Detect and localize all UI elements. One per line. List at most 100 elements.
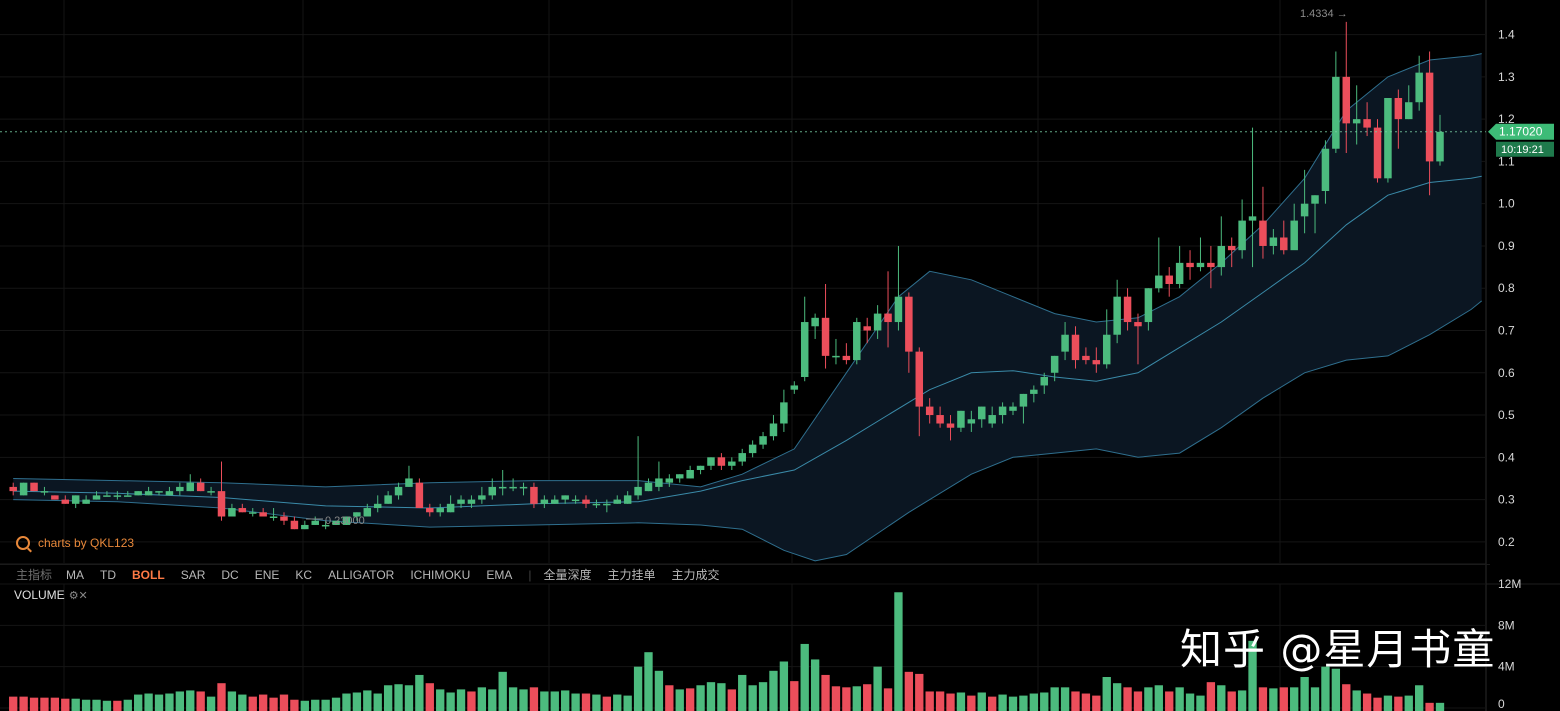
volume-bar bbox=[1040, 692, 1049, 711]
volume-bar bbox=[1279, 687, 1288, 711]
volume-tick-label: 0 bbox=[1498, 697, 1505, 711]
candle-body bbox=[1363, 119, 1371, 128]
volume-bar bbox=[988, 696, 997, 711]
candle-body bbox=[936, 415, 944, 424]
indicator-ema[interactable]: EMA bbox=[486, 567, 513, 582]
volume-bar bbox=[71, 698, 80, 711]
candle-body bbox=[988, 415, 996, 424]
volume-bar bbox=[1331, 668, 1341, 711]
volume-bar bbox=[1404, 695, 1413, 711]
candle-body bbox=[1123, 296, 1132, 323]
candle-body bbox=[946, 423, 955, 428]
volume-bar bbox=[540, 691, 549, 711]
volume-bar bbox=[1258, 687, 1268, 711]
volume-bar bbox=[769, 670, 778, 711]
candle-body bbox=[800, 322, 809, 377]
indicator-ichimoku[interactable]: ICHIMOKU bbox=[410, 567, 471, 582]
volume-bar bbox=[352, 692, 362, 711]
candle-body bbox=[1405, 102, 1413, 120]
candle-body bbox=[1425, 72, 1434, 162]
volume-bar bbox=[456, 689, 466, 711]
price-tick-label: 0.4 bbox=[1498, 450, 1515, 464]
volume-bar bbox=[1165, 691, 1174, 711]
volume-bar bbox=[1290, 687, 1299, 711]
candle-body bbox=[165, 491, 174, 496]
volume-bar bbox=[363, 690, 372, 711]
candle-body bbox=[1071, 334, 1080, 361]
candle-body bbox=[665, 478, 674, 483]
candle-body bbox=[478, 495, 486, 500]
volume-bar bbox=[842, 687, 851, 711]
volume-bar bbox=[154, 694, 164, 711]
candle-body bbox=[821, 317, 830, 356]
price-tick-label: 0.3 bbox=[1498, 493, 1515, 507]
indicator-alligator[interactable]: ALLIGATOR bbox=[328, 567, 395, 582]
volume-bar bbox=[623, 695, 632, 711]
volume-bar bbox=[102, 700, 112, 711]
candle-body bbox=[894, 296, 903, 323]
candle-body bbox=[321, 524, 330, 527]
volume-bar bbox=[1029, 693, 1038, 711]
candle-body bbox=[113, 495, 122, 497]
volume-bar bbox=[123, 699, 132, 711]
price-tick-label: 0.8 bbox=[1498, 281, 1515, 295]
candle-body bbox=[1144, 288, 1153, 323]
volume-bar bbox=[342, 693, 351, 711]
candle-body bbox=[644, 482, 653, 492]
volume-bar bbox=[706, 682, 716, 711]
candle-body bbox=[290, 520, 299, 530]
volume-bar bbox=[498, 671, 507, 711]
candle-body bbox=[853, 322, 861, 361]
volume-bar bbox=[477, 687, 487, 711]
candle-body bbox=[509, 486, 517, 489]
indicator-kc[interactable]: KC bbox=[295, 567, 313, 582]
candle-body bbox=[1415, 72, 1423, 103]
candle-body bbox=[30, 482, 38, 492]
volume-bar bbox=[227, 691, 237, 711]
volume-bar bbox=[19, 696, 28, 711]
volume-bar bbox=[196, 691, 205, 711]
volume-bar bbox=[29, 697, 39, 711]
current-price-label: 1.17020 bbox=[1499, 125, 1543, 139]
volume-bar bbox=[50, 697, 60, 711]
candle-body bbox=[415, 482, 424, 509]
volume-bar bbox=[592, 694, 601, 711]
candle-body bbox=[592, 503, 601, 506]
candle-body bbox=[623, 495, 632, 504]
volume-bar bbox=[529, 687, 539, 711]
indicator-sar[interactable]: SAR bbox=[180, 567, 206, 582]
volume-bar bbox=[248, 696, 257, 711]
volume-bar bbox=[998, 694, 1007, 711]
candle-body bbox=[1248, 216, 1257, 221]
volume-bar bbox=[279, 694, 289, 711]
candle-body bbox=[373, 503, 382, 509]
candle-body bbox=[144, 491, 153, 496]
indicator-main-orders[interactable]: 主力挂单 bbox=[607, 568, 656, 582]
volume-bar bbox=[40, 697, 49, 711]
indicator-full-depth[interactable]: 全量深度 bbox=[543, 568, 592, 582]
indicator-main-trades[interactable]: 主力成交 bbox=[671, 568, 720, 582]
volume-bar bbox=[1415, 685, 1424, 711]
volume-bar bbox=[404, 685, 414, 711]
volume-bar bbox=[665, 685, 674, 711]
indicator-boll[interactable]: BOLL bbox=[132, 567, 165, 582]
candle-body bbox=[155, 491, 163, 493]
indicator-td[interactable]: TD bbox=[100, 567, 117, 582]
candle-body bbox=[863, 326, 871, 331]
candle-body bbox=[207, 491, 215, 493]
indicator-dc[interactable]: DC bbox=[221, 567, 239, 582]
volume-bar bbox=[727, 689, 736, 711]
volume-settings-close-icons[interactable]: ⚙✕ bbox=[68, 589, 88, 602]
volume-bar bbox=[1206, 682, 1216, 711]
indicator-ma[interactable]: MA bbox=[66, 567, 85, 582]
candle-body bbox=[832, 355, 840, 358]
volume-bar bbox=[134, 694, 143, 711]
candle-body bbox=[1238, 220, 1246, 251]
candle-body bbox=[82, 499, 90, 504]
indicator-ene[interactable]: ENE bbox=[254, 567, 280, 582]
candle-body bbox=[884, 313, 892, 323]
candle-body bbox=[9, 486, 17, 492]
volume-bar bbox=[1196, 695, 1205, 711]
candle-body bbox=[905, 296, 913, 352]
